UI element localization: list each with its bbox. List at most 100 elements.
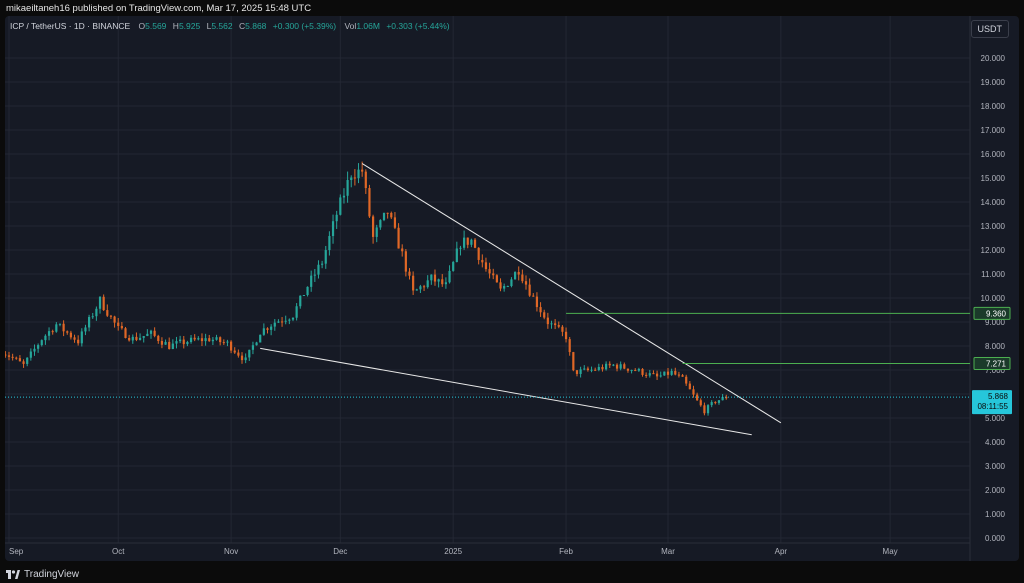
candle-body	[696, 394, 699, 401]
candle-body	[477, 247, 480, 260]
candle-body	[670, 370, 673, 375]
candle-body	[255, 342, 258, 346]
candle-body	[226, 341, 229, 343]
candle-body	[84, 327, 87, 332]
candle-body	[510, 279, 513, 287]
candle-body	[685, 376, 688, 384]
volume-label: Vol	[344, 21, 357, 31]
candle-body	[463, 237, 466, 248]
y-tick-label: 1.000	[985, 510, 1006, 519]
candle-body	[481, 259, 484, 263]
candle-body	[66, 331, 69, 333]
x-tick-label: Feb	[559, 547, 573, 556]
candle-body	[109, 315, 113, 317]
brand-name: TradingView	[24, 569, 80, 580]
y-tick-label: 10.000	[981, 294, 1006, 303]
candle-body	[120, 325, 123, 329]
candle-body	[634, 370, 637, 372]
trendline-upper[interactable]	[361, 163, 782, 424]
open-value: 5.569	[145, 21, 167, 31]
candle-body	[11, 356, 14, 358]
price-chart[interactable]: 20.000 19.000 18.000 17.000 16.000 15.000 14.0…	[5, 16, 1019, 561]
y-tick-label: 9.000	[985, 318, 1006, 327]
candle-body	[448, 270, 451, 283]
candle-body	[149, 330, 153, 334]
candle-body	[164, 341, 167, 345]
candle-body	[310, 275, 313, 287]
candle-body	[557, 325, 560, 327]
candle-body	[29, 351, 32, 358]
candle-body	[382, 212, 386, 221]
candle-body	[648, 373, 651, 376]
candle-body	[535, 296, 539, 308]
y-tick-label: 0.000	[985, 534, 1006, 543]
candle-body	[259, 334, 262, 343]
chart-panel[interactable]: 20.000 19.000 18.000 17.000 16.000 15.000 14.0…	[5, 16, 1019, 561]
candle-body	[499, 282, 502, 289]
candle-body	[324, 250, 327, 264]
candle-body	[612, 364, 615, 366]
candle-body	[346, 180, 349, 196]
trendline-lower[interactable]	[260, 347, 752, 436]
candle-body	[357, 169, 360, 179]
candle-body	[626, 368, 630, 371]
candle-body	[95, 308, 98, 317]
candle-body	[575, 370, 579, 374]
candle-body	[189, 337, 193, 343]
y-tick-label: 15.000	[981, 174, 1006, 183]
candle-body	[26, 357, 29, 364]
candle-body	[240, 355, 244, 361]
candle-body	[437, 279, 440, 282]
candle-body	[142, 336, 145, 338]
candle-body	[153, 330, 156, 336]
candle-body	[550, 323, 553, 325]
candle-body	[645, 374, 648, 376]
candle-body	[80, 331, 83, 344]
candle-body	[503, 286, 506, 289]
candle-body	[288, 319, 291, 321]
candle-body	[317, 264, 320, 275]
footer-brand[interactable]: TradingView	[6, 569, 79, 580]
candle-body	[131, 336, 134, 341]
candle-body	[528, 284, 531, 296]
candle-body	[659, 375, 662, 377]
candle-body	[714, 402, 717, 404]
candle-body	[699, 400, 702, 406]
candle-body	[335, 214, 338, 222]
candle-body	[615, 364, 619, 369]
candle-body	[262, 328, 265, 335]
candle-body	[175, 341, 178, 344]
candle-body	[401, 248, 404, 252]
candle-body	[408, 271, 411, 276]
candle-body	[233, 350, 236, 353]
candle-body	[721, 396, 724, 401]
candle-body	[361, 169, 364, 172]
candle-body	[15, 357, 18, 359]
candle-body	[404, 251, 407, 272]
close-value: 5.868	[245, 21, 267, 31]
x-tick-label: 2025	[444, 547, 462, 556]
candle-body	[273, 322, 276, 327]
candle-body	[663, 371, 666, 376]
low-value: 5.562	[211, 21, 233, 31]
candle-body	[586, 368, 590, 371]
candle-body	[7, 355, 11, 357]
candle-body	[717, 400, 721, 403]
candle-body	[222, 342, 225, 344]
candle-body	[33, 348, 36, 352]
candle-body	[590, 369, 593, 371]
candle-body	[328, 236, 331, 251]
candle-body	[237, 352, 240, 356]
candle-body	[470, 239, 473, 245]
currency-button[interactable]: USDT	[970, 20, 1009, 38]
candle-body	[313, 274, 316, 276]
candle-body	[506, 286, 509, 288]
candle-body	[47, 331, 51, 336]
level-label: 9.360	[986, 309, 1007, 318]
candle-body	[564, 331, 568, 340]
high-label: H	[172, 21, 179, 31]
y-tick-label: 19.000	[981, 78, 1006, 87]
candle-body	[539, 307, 542, 313]
candle-body	[619, 364, 622, 369]
change-value: +0.300 (+5.39%)	[272, 21, 337, 31]
